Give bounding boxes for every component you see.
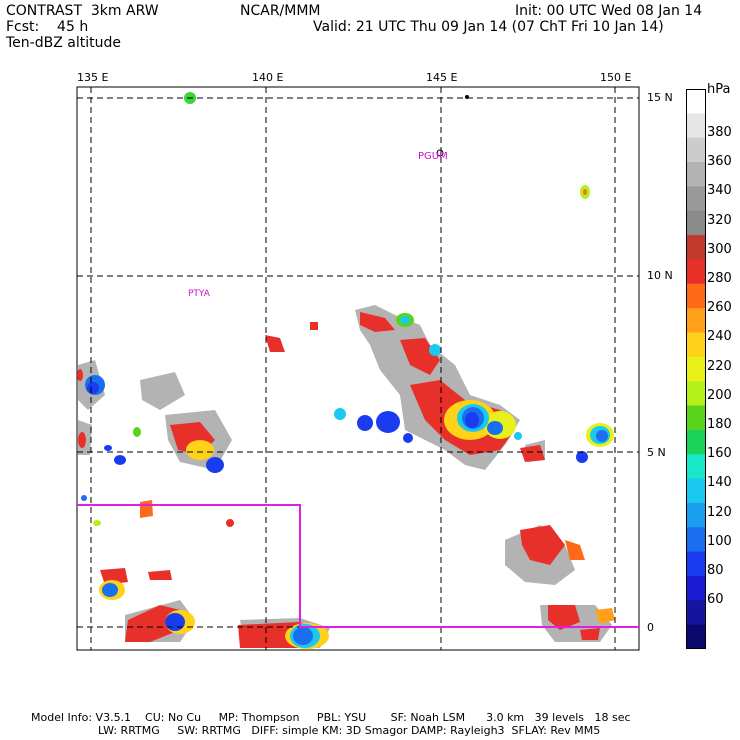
colorbar-level-label: 220 xyxy=(707,358,732,374)
colorbar-swatch xyxy=(686,429,706,455)
place-label-ptya: PTYA xyxy=(188,289,210,299)
lat-lon-grid xyxy=(77,87,639,650)
colorbar-swatch xyxy=(686,600,706,626)
lon-label-135: 135 E xyxy=(77,71,109,84)
model-title: CONTRAST 3km ARW xyxy=(6,3,159,19)
colorbar-level-label: 80 xyxy=(707,563,724,578)
colorbar-swatch xyxy=(686,527,706,553)
colorbar-level-label: 240 xyxy=(707,329,732,345)
colorbar-swatch xyxy=(686,210,706,236)
colorbar-level-label: 200 xyxy=(707,387,732,403)
colorbar-swatch xyxy=(686,502,706,528)
lon-label-150: 150 E xyxy=(600,71,632,84)
colorbar-level-label: 100 xyxy=(707,533,732,549)
colorbar-swatch xyxy=(686,624,706,649)
field-name: Ten-dBZ altitude xyxy=(6,35,121,51)
colorbar-swatch xyxy=(686,454,706,480)
colorbar-swatch xyxy=(686,186,706,212)
colorbar-level-label: 180 xyxy=(707,417,732,432)
init-time: Init: 00 UTC Wed 08 Jan 14 xyxy=(515,3,703,19)
station-marker-pgum xyxy=(436,149,444,157)
colorbar-level-label: 60 xyxy=(707,592,724,608)
colorbar-swatch xyxy=(686,162,706,187)
colorbar-level-label: 300 xyxy=(707,241,732,257)
model-info-line2: LW: RRTMG SW: RRTMG DIFF: simple KM: 3D … xyxy=(98,724,601,737)
center-name: NCAR/MMM xyxy=(240,3,321,19)
colorbar-unit: hPa xyxy=(707,82,731,97)
colorbar-level-label: 160 xyxy=(707,446,732,462)
lon-label-145: 145 E xyxy=(426,71,458,84)
colorbar-swatch xyxy=(686,332,706,358)
colorbar-level-label: 320 xyxy=(707,212,732,228)
colorbar-level-label: 340 xyxy=(707,183,732,199)
colorbar-level-label: 280 xyxy=(707,271,732,286)
lat-label-5: 5 N xyxy=(647,446,666,459)
valid-time: Valid: 21 UTC Thu 09 Jan 14 (07 ChT Fri … xyxy=(313,19,664,35)
colorbar-border xyxy=(686,89,706,649)
forecast-hour: Fcst: 45 h xyxy=(6,19,89,35)
colorbar-swatch xyxy=(686,551,706,577)
colorbar-swatch xyxy=(686,356,706,382)
colorbar-swatch xyxy=(686,283,706,309)
colorbar-level-label: 140 xyxy=(707,475,732,491)
colorbar-swatch xyxy=(686,235,706,260)
colorbar-swatch xyxy=(686,478,706,504)
lat-label-0: 0 xyxy=(647,621,654,634)
colorbar-swatch xyxy=(686,259,706,285)
lon-label-140: 140 E xyxy=(252,71,284,84)
colorbar-level-label: 120 xyxy=(707,504,732,520)
colorbar-swatch xyxy=(686,137,706,163)
domain-boundary xyxy=(77,504,639,628)
colorbar-swatch xyxy=(686,113,706,139)
colorbar-swatch xyxy=(686,308,706,333)
echo-field xyxy=(77,92,615,649)
colorbar-swatch xyxy=(686,89,706,114)
colorbar-swatch xyxy=(686,381,706,407)
colorbar-swatch xyxy=(686,405,706,431)
colorbar xyxy=(686,89,706,649)
place-label-pgum: PGUM xyxy=(418,151,448,162)
colorbar-level-label: 260 xyxy=(707,300,732,316)
station-marker-ne xyxy=(465,95,469,99)
colorbar-level-label: 380 xyxy=(707,125,732,140)
colorbar-level-label: 360 xyxy=(707,154,732,170)
lat-label-15: 15 N xyxy=(647,91,673,104)
lat-label-10: 10 N xyxy=(647,269,673,282)
colorbar-swatch xyxy=(686,575,706,601)
model-info-line1: Model Info: V3.5.1 CU: No Cu MP: Thompso… xyxy=(31,711,631,724)
